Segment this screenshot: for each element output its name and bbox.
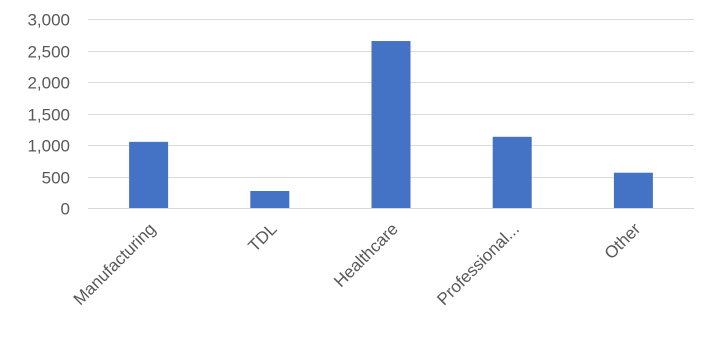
y-tick-label: 2,500 [27,43,70,62]
y-tick-label: 500 [42,169,70,188]
x-axis-category-labels: Manufacturing TDL Healthcare Professional..… [70,219,645,309]
y-tick-label: 2,000 [27,74,70,93]
x-category-label: Other [601,219,645,263]
bar-professional [492,136,532,208]
y-tick-label: 0 [61,200,70,219]
y-tick-label: 1,000 [27,137,70,156]
y-tick-label: 1,500 [27,106,70,125]
x-category-label: Professional... [433,219,523,309]
bar-healthcare [371,41,411,208]
bar-other [613,172,653,208]
bars [129,41,653,208]
x-category-label: TDL [244,219,280,255]
y-axis-tick-labels: 0 500 1,000 1,500 2,000 2,500 3,000 [27,11,70,219]
x-category-label: Healthcare [330,219,402,291]
x-category-label: Manufacturing [70,219,160,309]
bar-manufacturing [129,141,169,208]
bar-tdl [250,190,290,208]
y-tick-label: 3,000 [27,11,70,30]
